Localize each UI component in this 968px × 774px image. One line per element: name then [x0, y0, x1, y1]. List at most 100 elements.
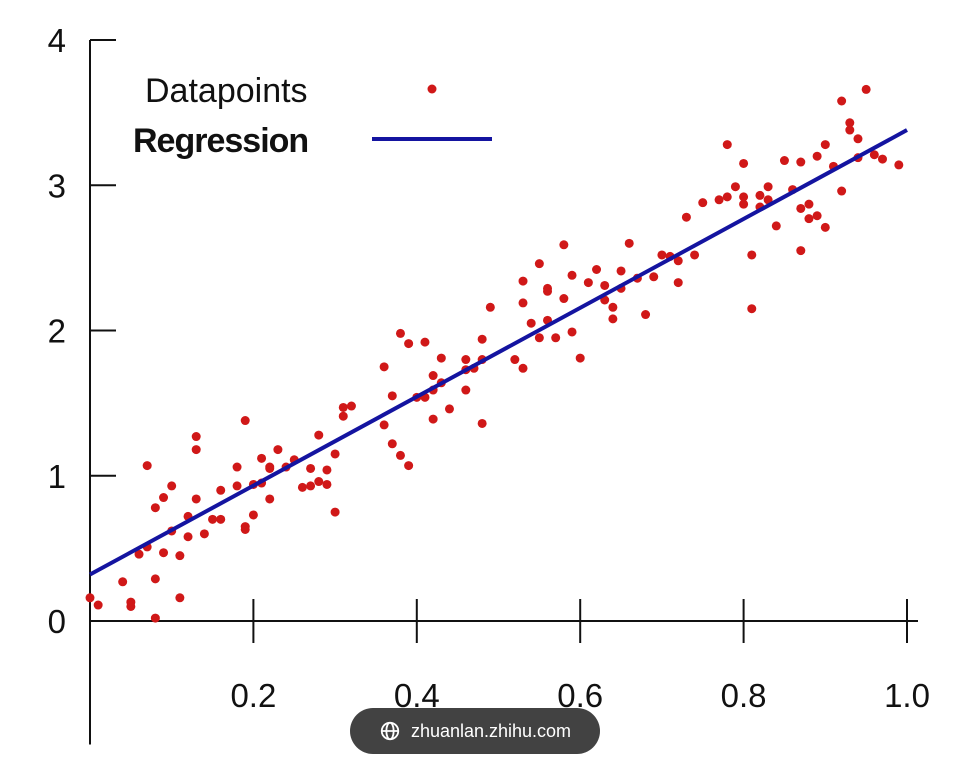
datapoint — [747, 304, 757, 314]
datapoint — [894, 160, 904, 170]
datapoint — [330, 507, 340, 517]
datapoint — [297, 482, 307, 492]
datapoint — [518, 298, 528, 308]
datapoint — [763, 182, 773, 192]
datapoint — [216, 485, 226, 495]
datapoint — [461, 385, 471, 395]
datapoint — [714, 195, 724, 205]
datapoint — [616, 266, 626, 276]
y-tick-label: 3 — [48, 167, 66, 204]
datapoint — [526, 318, 536, 328]
datapoint — [150, 613, 160, 623]
datapoint — [551, 333, 561, 343]
datapoint — [518, 276, 528, 286]
datapoint — [869, 150, 879, 160]
x-tick-label: 1.0 — [884, 677, 930, 714]
y-tick-label: 2 — [48, 313, 66, 350]
datapoint — [322, 465, 332, 475]
legend-datapoints-label: Datapoints — [145, 72, 308, 110]
datapoint — [820, 222, 830, 232]
datapoint — [559, 240, 569, 250]
datapoint — [175, 593, 185, 603]
datapoint — [739, 192, 749, 202]
datapoint — [771, 221, 781, 231]
datapoint — [673, 278, 683, 288]
datapoint — [379, 362, 389, 372]
datapoint — [747, 250, 757, 260]
datapoint — [796, 246, 806, 256]
datapoint — [314, 430, 324, 440]
datapoint — [534, 259, 544, 269]
datapoint — [436, 353, 446, 363]
datapoint — [837, 186, 847, 196]
datapoint — [134, 549, 144, 559]
datapoint — [167, 481, 177, 491]
datapoint — [338, 402, 348, 412]
datapoint — [485, 302, 495, 312]
watermark-badge: zhuanlan.zhihu.com — [350, 708, 600, 754]
datapoint — [739, 199, 749, 209]
datapoint — [608, 314, 618, 324]
datapoint — [199, 529, 209, 539]
datapoint — [191, 445, 201, 455]
datapoint — [142, 461, 152, 471]
datapoint — [191, 494, 201, 504]
datapoint — [812, 151, 822, 161]
datapoint — [93, 600, 103, 610]
datapoint — [150, 503, 160, 513]
datapoint — [126, 601, 136, 611]
legend-datapoint-marker — [427, 84, 437, 94]
datapoint — [510, 355, 520, 365]
datapoint — [159, 493, 169, 503]
datapoint — [649, 272, 659, 282]
datapoint — [85, 593, 95, 603]
datapoint — [428, 414, 438, 424]
datapoint — [379, 420, 389, 430]
datapoint — [240, 524, 250, 534]
datapoint — [600, 280, 610, 290]
datapoint — [820, 140, 830, 150]
datapoint — [722, 192, 732, 202]
datapoint — [575, 353, 585, 363]
datapoint — [681, 212, 691, 222]
datapoint — [543, 283, 553, 293]
datapoint — [232, 462, 242, 472]
datapoint — [306, 481, 316, 491]
datapoint — [240, 416, 250, 426]
datapoint — [583, 278, 593, 288]
datapoint — [248, 510, 258, 520]
datapoint — [477, 334, 487, 344]
datapoint — [191, 432, 201, 442]
regression-line-group — [89, 128, 908, 577]
datapoint — [690, 250, 700, 260]
datapoint — [404, 339, 414, 349]
datapoint — [722, 140, 732, 150]
datapoint — [404, 461, 414, 471]
datapoint — [428, 371, 438, 381]
datapoint — [845, 125, 855, 135]
datapoint — [861, 84, 871, 94]
datapoint — [739, 158, 749, 168]
datapoint — [265, 462, 275, 472]
datapoint — [845, 118, 855, 128]
datapoint — [673, 256, 683, 266]
datapoint — [592, 264, 602, 274]
tick-labels: 0 1 2 3 4 0.2 0.4 0.6 0.8 1.0 — [48, 22, 930, 714]
datapoint — [853, 134, 863, 144]
datapoint — [395, 328, 405, 338]
regression-line — [89, 128, 908, 577]
datapoint — [159, 548, 169, 558]
datapoint — [698, 198, 708, 208]
datapoint — [387, 391, 397, 401]
datapoint — [273, 445, 283, 455]
datapoint — [518, 363, 528, 373]
legend-regression-label: Regression — [133, 122, 308, 160]
datapoint — [763, 195, 773, 205]
datapoint — [796, 157, 806, 167]
datapoint — [338, 411, 348, 421]
y-tick-label: 0 — [48, 603, 66, 640]
datapoint — [444, 404, 454, 414]
datapoint — [608, 302, 618, 312]
y-tick-label: 1 — [48, 458, 66, 495]
